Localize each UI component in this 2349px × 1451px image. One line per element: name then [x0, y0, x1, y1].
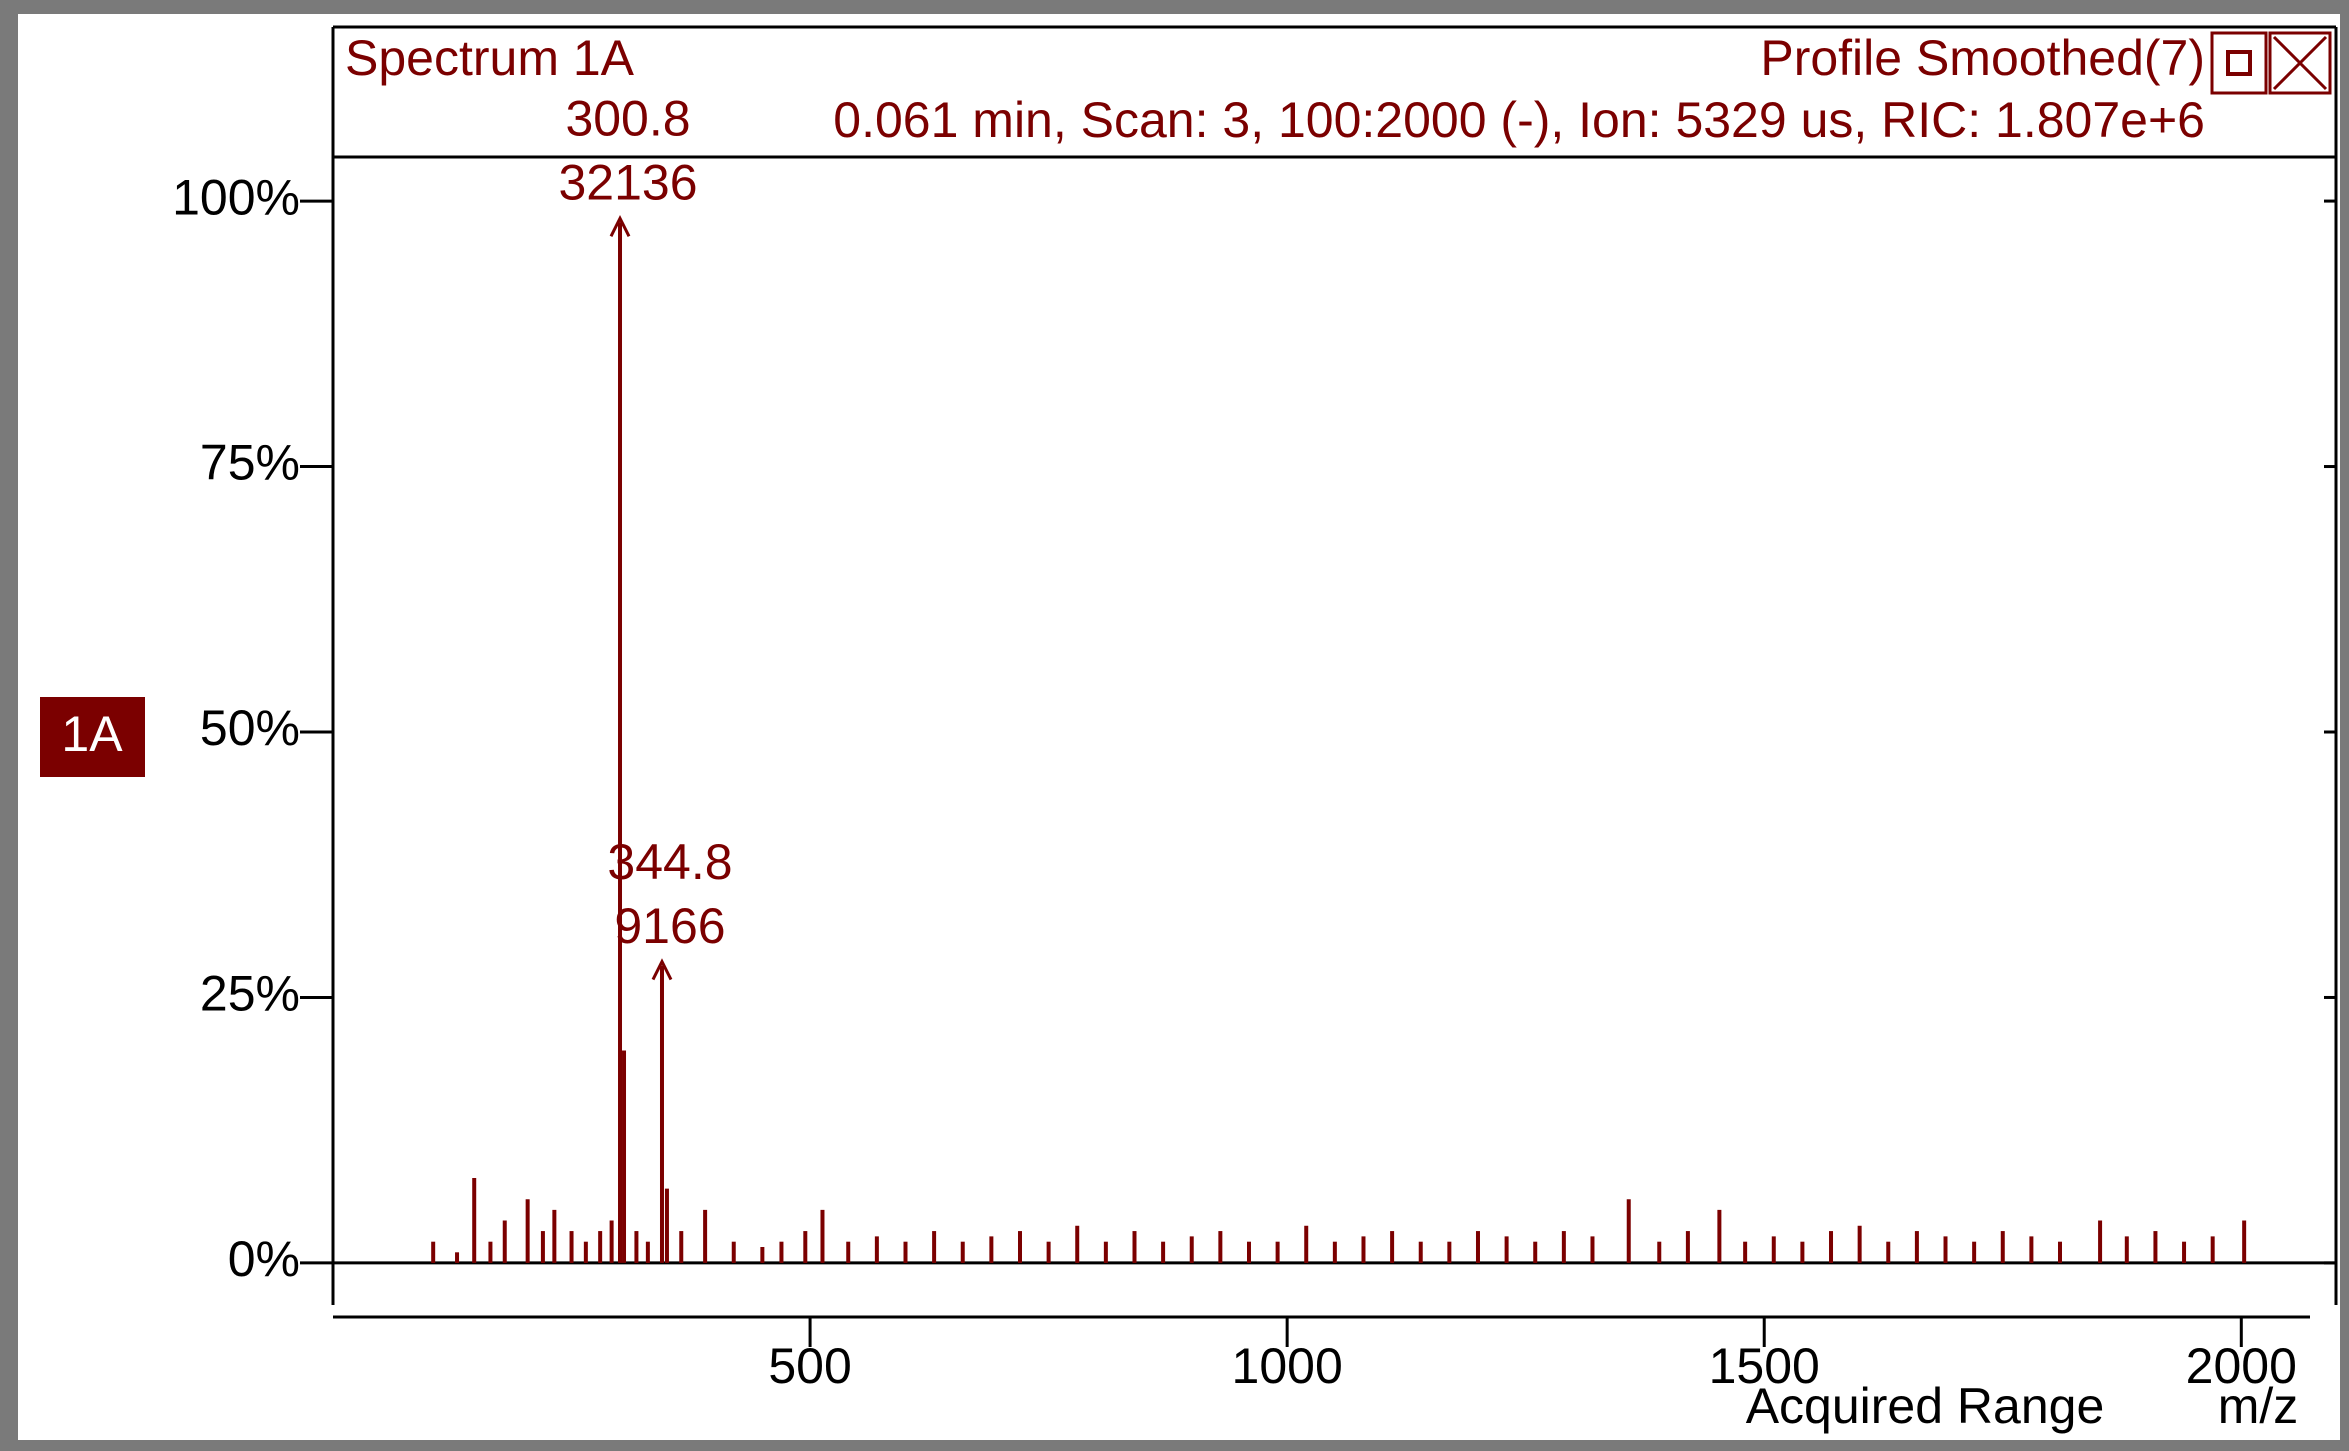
x-tick-label: 2000: [2186, 1338, 2297, 1394]
x-axis-label: Acquired Range: [1746, 1378, 2105, 1434]
peak-arrow: [651, 958, 673, 981]
chart-subtitle: 0.061 min, Scan: 3, 100:2000 (-), Ion: 5…: [833, 92, 2205, 148]
peak-mz-label: 344.8: [607, 834, 732, 890]
y-tick-label: 50%: [200, 700, 300, 756]
y-tick-label: 25%: [200, 966, 300, 1022]
chart-background: [18, 14, 2340, 1440]
close-button[interactable]: [2268, 31, 2332, 95]
x-tick-label: 500: [768, 1338, 851, 1394]
trace-badge: [40, 697, 145, 777]
restore-icon[interactable]: [2226, 50, 2252, 76]
peak-counts-label: 32136: [558, 155, 697, 211]
y-tick-label: 0%: [228, 1231, 300, 1287]
x-tick-label: 1000: [1232, 1338, 1343, 1394]
x-tick-label: 1500: [1709, 1338, 1820, 1394]
restore-button[interactable]: [2210, 31, 2268, 95]
chart-title: Spectrum 1A: [345, 30, 635, 86]
peak-mz-label: 300.8: [565, 91, 690, 147]
y-tick-label: 75%: [200, 435, 300, 491]
peak-counts-label: 9166: [614, 898, 725, 954]
y-tick-label: 100%: [172, 169, 300, 225]
restore-box[interactable]: [2210, 31, 2268, 95]
close-icon[interactable]: [2272, 35, 2328, 91]
peak-arrow: [609, 214, 631, 237]
x-axis-unit: m/z: [2218, 1378, 2299, 1434]
mode-label: Profile Smoothed(7): [1760, 30, 2205, 86]
trace-label: 1A: [61, 706, 123, 762]
